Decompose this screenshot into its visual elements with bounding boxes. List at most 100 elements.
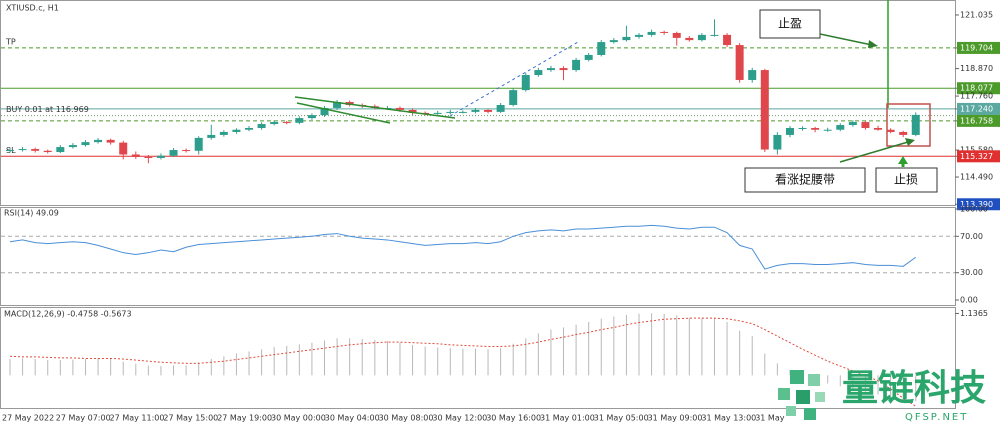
y-tick-label: 100.00	[960, 205, 988, 214]
pattern-text: 看涨捉腰带	[775, 172, 835, 187]
candle-body	[194, 137, 203, 151]
candle-body	[207, 134, 216, 138]
candle-body	[521, 75, 530, 91]
candle-body	[182, 150, 191, 152]
candle-body	[119, 142, 128, 155]
candle-body	[156, 155, 165, 158]
level-name: TP	[5, 37, 16, 46]
candle-body	[710, 34, 719, 36]
candle-body	[836, 125, 845, 130]
highlight-box	[886, 103, 931, 147]
candle-body	[458, 111, 467, 113]
candle-body	[31, 149, 40, 151]
arrow	[839, 141, 909, 163]
candle-body	[144, 156, 153, 158]
candle-body	[43, 150, 52, 153]
x-tick-label: 27 May 15:00	[163, 414, 218, 423]
candle-body	[257, 124, 266, 129]
candle-body	[333, 102, 342, 108]
y-tick-label: 1.1365	[960, 309, 988, 318]
candle-body	[94, 139, 103, 143]
candle-body	[723, 34, 732, 46]
candle-body	[811, 128, 820, 130]
candle-body	[546, 68, 555, 71]
candle-body	[597, 42, 606, 55]
candle-body	[320, 107, 329, 116]
candle-body	[471, 109, 480, 112]
candle-body	[496, 104, 505, 112]
y-tick-label: 117.760	[960, 92, 993, 101]
candle-body	[295, 118, 304, 123]
symbol-label: XTIUSD.c, H1	[6, 4, 59, 13]
candle-body	[68, 145, 77, 148]
y-tick-label: 118.870	[960, 64, 993, 73]
price-label-box	[957, 114, 1000, 127]
signal-line	[9, 317, 917, 407]
candle-body	[572, 59, 581, 71]
candle-body	[232, 129, 241, 132]
logo-cube	[815, 392, 825, 402]
x-tick-label: 31 May 13:00	[701, 414, 756, 423]
candle-body	[861, 122, 870, 129]
candle-body	[6, 150, 14, 152]
price-label-box	[957, 150, 1000, 163]
trade-line	[449, 41, 579, 117]
logo-cube	[808, 374, 820, 386]
candle-body	[106, 139, 115, 143]
candle-body	[559, 68, 568, 71]
candle-body	[823, 129, 832, 131]
x-tick-label: 27 May 07:00	[56, 414, 111, 423]
candle-body	[685, 37, 694, 41]
candle-body	[282, 122, 291, 124]
watermark-logo	[778, 370, 825, 420]
arrow-head	[868, 40, 878, 48]
arrow-head	[898, 156, 908, 164]
annotations: 止盈 看涨捉腰带 止损 量链科技 QFSP.NET	[294, 0, 986, 423]
x-tick-label: 27 May 19:00	[217, 414, 272, 423]
sl-box	[875, 167, 938, 193]
trend-line	[296, 102, 391, 124]
watermark-site: QFSP.NET	[905, 412, 968, 423]
x-tick-label: 31 May 05:00	[594, 414, 649, 423]
rsi-line	[9, 224, 917, 270]
logo-cube	[796, 390, 810, 404]
candle-body	[660, 31, 669, 33]
candle-body	[697, 34, 706, 41]
x-tick-label: 30 May 04:00	[325, 414, 380, 423]
candle-body	[307, 115, 316, 119]
y-tick-label: 114.490	[960, 173, 993, 182]
candle-body	[748, 70, 757, 80]
x-tick-label: 27 May 2022	[2, 414, 54, 423]
x-tick-label: 31 May 09:00	[648, 414, 703, 423]
candle-body	[534, 70, 543, 76]
candle-body	[56, 147, 65, 153]
x-tick-label: 30 May 00:00	[271, 414, 326, 423]
candle-body	[798, 128, 807, 130]
candle-body	[219, 131, 228, 135]
trend-line	[294, 96, 456, 119]
x-tick-label: 27 May 11:00	[110, 414, 165, 423]
price-label-box	[957, 82, 1000, 95]
candle-body	[760, 70, 769, 150]
price-label-box	[957, 41, 1000, 54]
indicator-title: RSI(14) 49.09	[4, 209, 59, 218]
watermark-name: 量链科技	[842, 368, 986, 409]
x-tick-label: 31 May	[755, 414, 785, 423]
candle-body	[773, 134, 782, 150]
tp-box	[759, 9, 821, 39]
candle-body	[484, 109, 493, 112]
arrow	[819, 33, 873, 46]
candle-body	[169, 150, 178, 156]
y-tick-label: 116.758	[960, 116, 993, 125]
candle-body	[18, 149, 27, 151]
candle-body	[81, 142, 90, 146]
y-tick-label: 117.240	[960, 104, 993, 113]
tp-text: 止盈	[778, 17, 802, 31]
candle-body	[509, 90, 518, 105]
candle-body	[245, 128, 254, 130]
y-tick-label: 121.035	[960, 10, 993, 19]
x-tick-label: 30 May 16:00	[486, 414, 541, 423]
order-label: BUY 0.01 at 116.969	[6, 105, 89, 114]
